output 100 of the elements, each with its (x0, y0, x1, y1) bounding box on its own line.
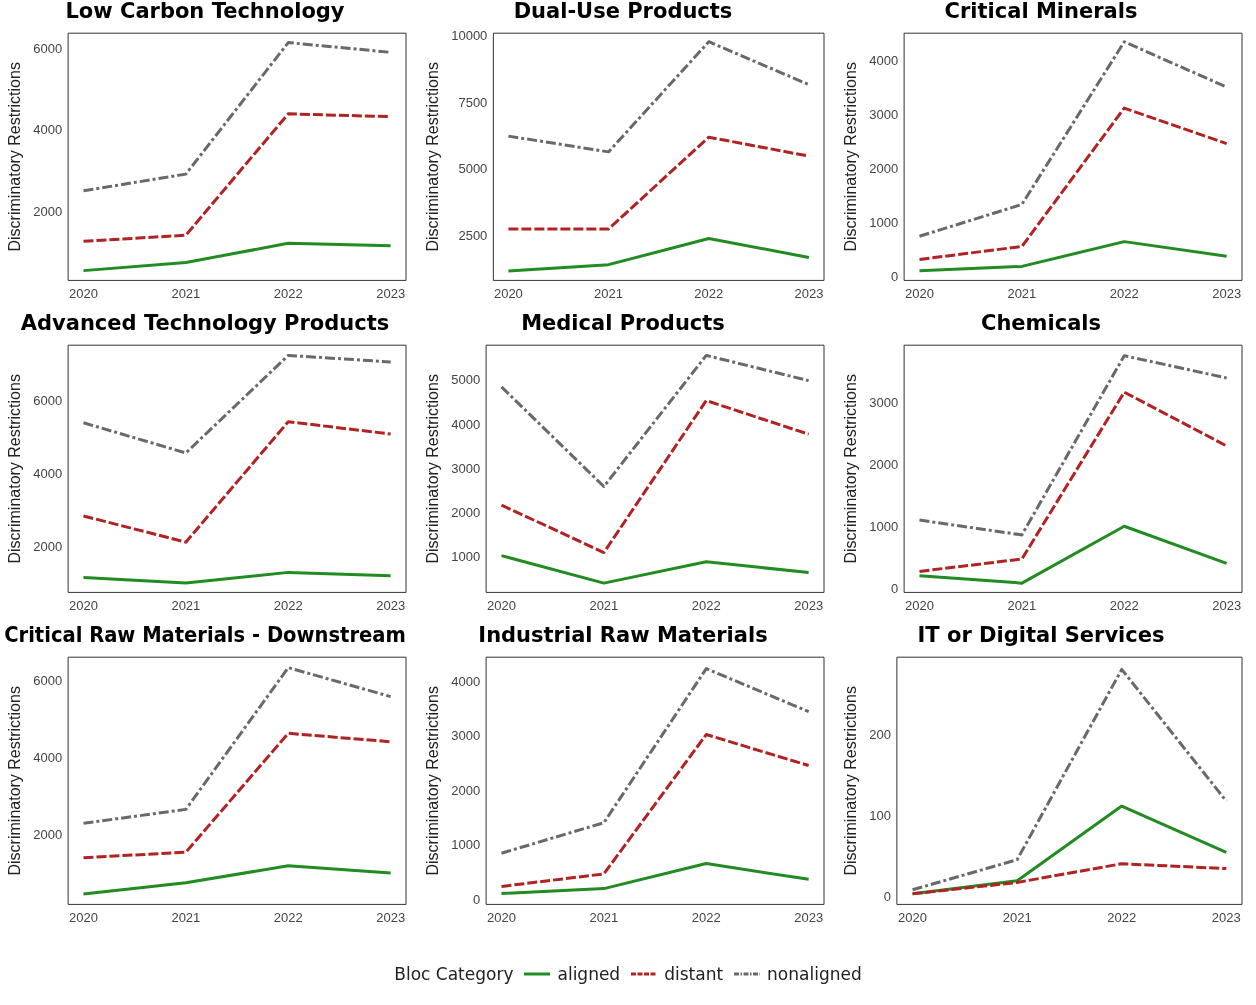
y-tick-label: 3000 (869, 395, 899, 411)
x-tick-label: 2020 (69, 285, 98, 301)
line-series (917, 106, 1229, 261)
chart-title: Medical Products (521, 311, 725, 336)
chart-title: IT or Digital Services (917, 623, 1165, 648)
x-tick-label: 2023 (1212, 285, 1242, 301)
line-series (81, 420, 393, 544)
x-tick-label: 2022 (1107, 909, 1137, 925)
y-axis-title: Discriminatory Restrictions (6, 374, 24, 564)
x-tick-label: 2021 (1002, 909, 1032, 925)
x-tick-label: 2020 (487, 597, 516, 613)
line-series (499, 353, 811, 489)
y-tick-label: 4000 (33, 749, 63, 765)
y-tick-label: 5000 (451, 372, 481, 388)
y-tick-label: 6000 (33, 393, 63, 409)
y-tick-label: 4000 (869, 53, 899, 69)
y-tick-label: 2000 (869, 161, 899, 177)
chart-title: Critical Raw Materials - Downstream (4, 622, 406, 648)
x-tick-label: 2023 (1211, 909, 1241, 925)
x-tick-label: 2021 (594, 285, 624, 301)
y-axis-title: Discriminatory Restrictions (6, 686, 24, 876)
x-tick-label: 2023 (1212, 597, 1242, 613)
y-tick-label: 6000 (33, 672, 63, 688)
x-tick-label: 2021 (171, 285, 201, 301)
y-tick-label: 0 (472, 891, 481, 907)
line-series (499, 733, 811, 888)
line-series (506, 40, 811, 154)
line-series (911, 862, 1228, 896)
y-axis-title: Discriminatory Restrictions (424, 686, 442, 876)
x-tick-label: 2021 (589, 597, 619, 613)
y-tick-label: 3000 (451, 728, 481, 744)
line-series (917, 354, 1229, 537)
y-tick-label: 4000 (33, 466, 63, 482)
y-tick-label: 1000 (451, 549, 481, 565)
y-axis-title: Discriminatory Restrictions (424, 374, 442, 564)
y-tick-label: 200 (869, 726, 891, 742)
legend-title: Bloc Category (394, 964, 514, 984)
y-tick-label: 4000 (451, 416, 481, 432)
line-series (499, 667, 811, 855)
x-tick-label: 2021 (1007, 285, 1037, 301)
y-tick-label: 1000 (451, 837, 481, 853)
y-tick-label: 100 (869, 808, 891, 824)
chart-title: Industrial Raw Materials (478, 623, 768, 648)
y-tick-label: 2000 (33, 203, 63, 219)
y-tick-label: 3000 (451, 460, 481, 476)
y-axis-title: Discriminatory Restrictions (424, 62, 442, 252)
x-tick-label: 2023 (376, 909, 406, 925)
x-tick-label: 2020 (493, 285, 523, 301)
line-series (81, 666, 393, 825)
x-tick-label: 2023 (794, 597, 824, 613)
legend-label: aligned (557, 964, 621, 984)
line-series (81, 731, 393, 860)
y-tick-label: 4000 (33, 122, 63, 138)
x-tick-label: 2023 (376, 285, 406, 301)
x-tick-label: 2020 (905, 285, 934, 301)
y-tick-label: 2000 (869, 457, 899, 473)
y-tick-label: 3000 (869, 107, 899, 123)
chart-title: Advanced Technology Products (20, 311, 390, 336)
chart-title: Critical Minerals (944, 0, 1138, 24)
x-tick-label: 2022 (273, 285, 303, 301)
y-tick-label: 2000 (33, 827, 63, 843)
x-tick-label: 2020 (69, 909, 98, 925)
line-series (917, 390, 1229, 573)
x-tick-label: 2021 (589, 909, 619, 925)
x-tick-label: 2022 (273, 909, 303, 925)
x-tick-label: 2020 (905, 597, 934, 613)
y-tick-label: 6000 (33, 40, 63, 56)
y-tick-label: 2000 (451, 782, 481, 798)
x-tick-label: 2020 (898, 909, 928, 925)
x-tick-label: 2022 (691, 597, 721, 613)
x-tick-label: 2022 (273, 597, 303, 613)
y-tick-label: 1000 (869, 214, 899, 230)
y-axis-title: Discriminatory Restrictions (842, 374, 860, 564)
line-series (499, 399, 811, 555)
x-tick-label: 2021 (1007, 597, 1037, 613)
x-tick-label: 2023 (376, 597, 406, 613)
legend-label: distant (664, 964, 724, 984)
line-series (911, 667, 1228, 892)
y-tick-label: 7500 (458, 94, 488, 110)
y-tick-label: 0 (890, 268, 899, 284)
y-tick-label: 4000 (451, 673, 481, 689)
legend-label: nonaligned (767, 964, 862, 984)
x-tick-label: 2022 (1109, 285, 1139, 301)
line-series (81, 353, 393, 455)
y-tick-label: 2000 (451, 505, 481, 521)
x-tick-label: 2021 (171, 909, 201, 925)
x-tick-label: 2023 (794, 909, 824, 925)
y-tick-label: 0 (883, 889, 891, 905)
x-tick-label: 2020 (487, 909, 516, 925)
chart-title: Dual-Use Products (513, 0, 733, 24)
y-tick-label: 0 (890, 580, 899, 596)
x-tick-label: 2023 (794, 285, 824, 301)
x-tick-label: 2022 (694, 285, 724, 301)
y-axis-title: Discriminatory Restrictions (842, 62, 860, 252)
y-tick-label: 1000 (869, 519, 899, 535)
chart-title: Low Carbon Technology (65, 0, 345, 24)
chart-title: Chemicals (980, 311, 1102, 336)
x-tick-label: 2021 (171, 597, 201, 613)
x-tick-label: 2022 (691, 909, 721, 925)
y-tick-label: 5000 (458, 161, 488, 177)
